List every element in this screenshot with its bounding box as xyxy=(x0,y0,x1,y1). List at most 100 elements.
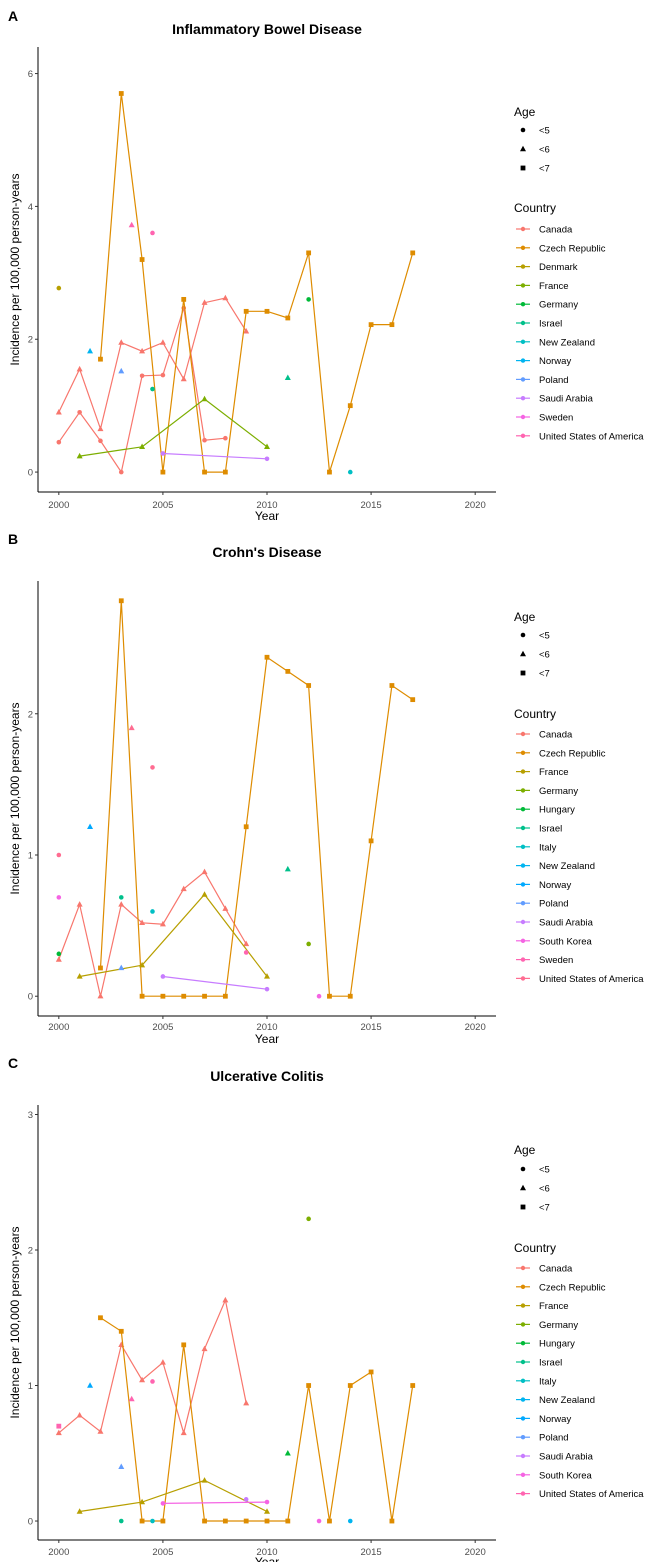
legend-label-saudi-arabia: Saudi Arabia xyxy=(539,394,594,405)
czech-republic-square-point xyxy=(222,1518,228,1524)
age-legend-square-key xyxy=(520,1204,526,1210)
czech-republic-square-point xyxy=(118,91,124,96)
hungary-circle-point xyxy=(56,951,62,957)
age-legend-square-key xyxy=(520,670,526,676)
canada-triangle-point xyxy=(76,1412,83,1418)
legend-key-dot-israel xyxy=(520,1359,526,1365)
series-line-france xyxy=(79,893,268,978)
canada-triangle-point xyxy=(139,347,146,354)
israel-triangle-point xyxy=(284,865,291,872)
canada-circle-point xyxy=(77,409,82,415)
age-legend-square-key xyxy=(520,165,526,171)
czech-republic-square-point xyxy=(243,824,249,830)
united-states-of-america-square-point xyxy=(56,1423,62,1429)
canada-circle-point xyxy=(202,437,207,443)
saudi-arabia-circle-point xyxy=(160,974,166,979)
legend-key-dot-denmark xyxy=(520,264,526,269)
y-tick-label: 2 xyxy=(28,709,33,720)
legend-label-new-zealand: New Zealand xyxy=(539,861,595,872)
x-tick-label: 2020 xyxy=(465,1022,486,1033)
czech-republic-square-point xyxy=(410,250,416,256)
canada-triangle-point xyxy=(159,1359,166,1365)
x-tick-label: 2020 xyxy=(465,500,486,511)
czech-republic-square-point xyxy=(222,993,228,999)
czech-republic-square-point xyxy=(181,1342,187,1348)
canada-triangle-point xyxy=(76,365,83,372)
legend-key-dot-germany xyxy=(520,302,526,307)
canada-triangle-point xyxy=(243,940,250,947)
legend-label-saudi-arabia: Saudi Arabia xyxy=(539,1452,594,1463)
legend-label-poland: Poland xyxy=(539,375,569,386)
x-tick-label: 2015 xyxy=(361,500,382,511)
france-triangle-point xyxy=(76,1508,83,1514)
canada-triangle-point xyxy=(180,375,187,382)
canada-triangle-point xyxy=(118,901,125,907)
czech-republic-square-point xyxy=(306,250,312,256)
france-triangle-point xyxy=(201,1477,208,1483)
legend-key-dot-italy xyxy=(520,1378,526,1384)
legend-label-norway: Norway xyxy=(539,880,571,891)
canada-circle-point xyxy=(56,439,62,445)
canada-triangle-point xyxy=(180,1429,187,1436)
italy-circle-point xyxy=(150,909,155,914)
country-legend-title: Country xyxy=(514,707,556,721)
age-legend-triangle-key xyxy=(520,650,526,657)
y-tick-label: 1 xyxy=(28,1381,33,1392)
czech-republic-square-point xyxy=(243,1518,249,1524)
legend-label-hungary: Hungary xyxy=(539,1339,575,1350)
denmark-circle-point xyxy=(56,285,62,291)
x-tick-label: 2005 xyxy=(152,1547,173,1558)
panel-c: C Ulcerative Colitis 2000 2005 2010 2015 2020 0… xyxy=(8,1055,644,1567)
saudi-arabia-circle-point xyxy=(264,986,270,992)
czech-republic-square-point xyxy=(243,308,249,314)
south-korea-circle-point xyxy=(56,895,62,900)
age-legend-title: Age xyxy=(514,610,536,624)
legend-key-dot-new-zealand xyxy=(520,339,526,344)
chart-title: Crohn's Disease xyxy=(212,544,321,560)
norway-triangle-point xyxy=(87,1382,94,1388)
canada-triangle-point xyxy=(55,956,62,962)
legend-label-germany: Germany xyxy=(539,786,578,797)
canada-circle-point xyxy=(118,469,124,475)
czech-republic-square-point xyxy=(181,993,187,999)
legend-label-south-korea: South Korea xyxy=(539,936,593,947)
united-states-of-america-circle-point xyxy=(56,852,62,858)
age-legend-circle-key xyxy=(520,1166,526,1172)
legend-label-sweden: Sweden xyxy=(539,413,573,424)
x-tick-label: 2000 xyxy=(48,1547,69,1558)
age-legend-label: <6 xyxy=(539,650,550,661)
new-zealand-circle-point xyxy=(347,1518,353,1524)
france-triangle-point xyxy=(264,443,270,450)
czech-republic-square-point xyxy=(264,654,270,660)
x-axis-label: Year xyxy=(255,1032,279,1046)
czech-republic-square-point xyxy=(306,683,312,688)
legend-label-canada: Canada xyxy=(539,225,573,236)
legend-key-dot-norway xyxy=(520,358,526,363)
age-legend-label: <5 xyxy=(539,631,550,642)
legend-key-dot-south-korea xyxy=(520,938,526,943)
y-tick-label: 0 xyxy=(28,992,33,1003)
x-tick-label: 2010 xyxy=(256,1022,277,1033)
age-legend-circle-key xyxy=(520,632,526,638)
canada-triangle-point xyxy=(222,1296,229,1303)
czech-republic-square-point xyxy=(264,1518,270,1524)
czech-republic-square-point xyxy=(181,296,187,302)
legend-key-dot-czech-republic xyxy=(520,1284,526,1290)
czech-republic-square-point xyxy=(202,469,207,475)
legend-label-czech-republic: Czech Republic xyxy=(539,748,606,759)
y-tick-label: 2 xyxy=(28,335,33,346)
x-tick-label: 2010 xyxy=(256,1547,277,1558)
panel-a: A Inflammatory Bowel Disease 2000 2005 2010 2… xyxy=(8,8,644,523)
czech-republic-square-point xyxy=(306,1383,312,1388)
legend-key-dot-united-states-of-america xyxy=(520,433,526,438)
united-states-of-america-circle-point xyxy=(150,1379,155,1384)
united-states-of-america-circle-point xyxy=(150,765,155,770)
canada-circle-point xyxy=(160,372,166,378)
age-legend-circle-key xyxy=(520,127,526,133)
legend-key-dot-norway xyxy=(520,882,526,887)
france-triangle-point xyxy=(264,1508,270,1514)
czech-republic-square-point xyxy=(389,683,395,688)
canada-triangle-point xyxy=(139,919,146,925)
legend-key-dot-israel xyxy=(520,825,526,831)
legend-label-south-korea: South Korea xyxy=(539,1470,593,1481)
